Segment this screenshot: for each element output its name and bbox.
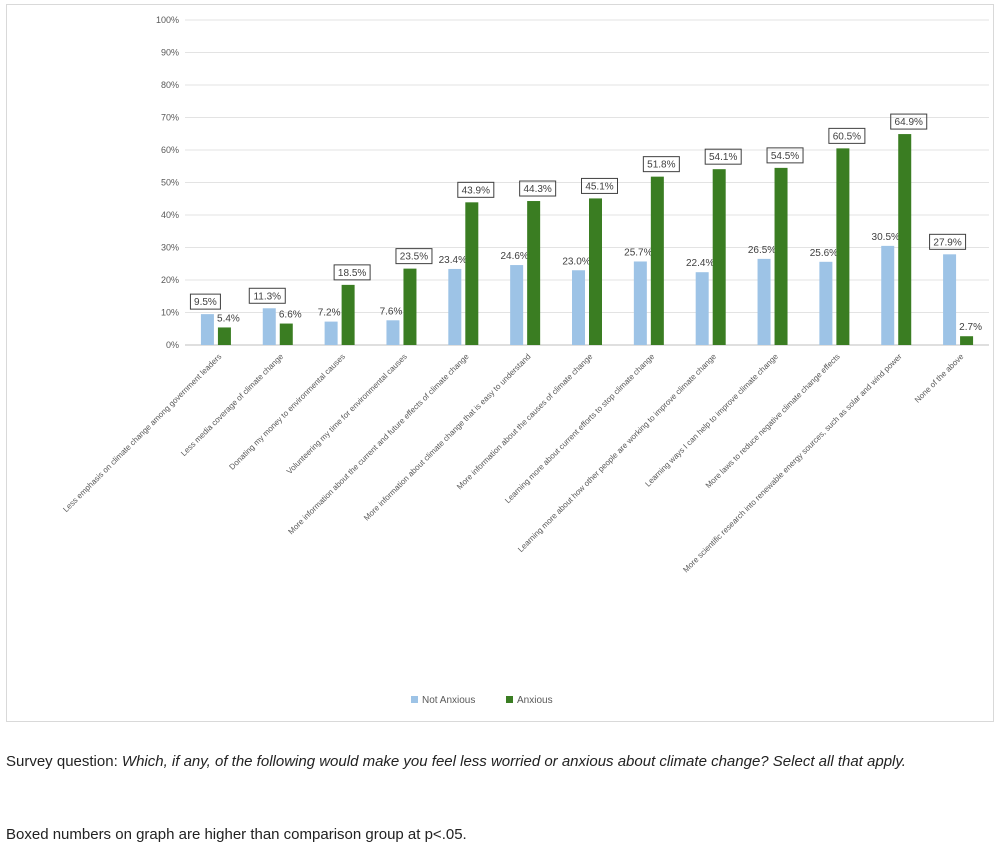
bar-anxious xyxy=(774,167,788,345)
category-label: Donating my money to environmental cause… xyxy=(227,352,347,472)
bar-anxious xyxy=(898,134,912,345)
bar-not-anxious xyxy=(943,254,957,345)
legend-swatch-anxious xyxy=(506,696,513,703)
y-tick-label: 80% xyxy=(161,80,179,90)
data-label: 44.3% xyxy=(523,184,551,195)
data-label: 27.9% xyxy=(933,237,961,248)
significance-box xyxy=(929,233,967,250)
category-label: Volunteering my time for environmental c… xyxy=(285,352,409,476)
survey-question: Survey question: Which, if any, of the f… xyxy=(6,750,906,774)
data-label: 45.1% xyxy=(585,181,613,192)
data-label: 54.1% xyxy=(709,152,737,163)
significance-box xyxy=(395,248,433,265)
bar-anxious xyxy=(589,198,602,345)
y-tick-label: 50% xyxy=(161,178,179,188)
data-label: 25.6% xyxy=(810,248,838,259)
data-label: 51.8% xyxy=(647,160,675,171)
bar-not-anxious xyxy=(324,321,338,345)
data-label: 9.5% xyxy=(194,297,217,308)
significance-box xyxy=(890,113,928,130)
survey-question-prefix: Survey question: xyxy=(6,753,122,770)
significance-box xyxy=(248,287,286,304)
data-label: 26.5% xyxy=(748,245,776,256)
bar-not-anxious xyxy=(695,272,709,345)
bar-not-anxious xyxy=(510,265,524,345)
y-tick-label: 90% xyxy=(161,48,179,58)
data-label: 64.9% xyxy=(895,117,923,128)
bar-anxious xyxy=(341,284,355,345)
bar-not-anxious xyxy=(200,314,214,345)
bar-not-anxious xyxy=(262,308,276,345)
y-tick-label: 100% xyxy=(156,15,179,25)
bar-anxious xyxy=(403,268,417,345)
data-label: 43.9% xyxy=(462,185,490,196)
bar-anxious xyxy=(836,148,850,345)
bar-not-anxious xyxy=(881,245,895,345)
legend-label: Not Anxious xyxy=(422,695,475,706)
bar-not-anxious xyxy=(386,320,400,345)
category-label: More information about the causes of cli… xyxy=(455,352,595,492)
significance-box xyxy=(642,156,680,173)
data-label: 7.6% xyxy=(380,306,403,317)
data-label: 54.5% xyxy=(771,151,799,162)
data-label: 30.5% xyxy=(872,232,900,243)
data-label: 23.0% xyxy=(562,256,590,267)
data-label: 60.5% xyxy=(833,131,861,142)
significance-box xyxy=(766,147,804,164)
bar-anxious xyxy=(527,201,541,345)
bar-anxious xyxy=(960,336,974,345)
significance-box xyxy=(704,148,742,165)
legend-label: Anxious xyxy=(517,695,553,706)
data-label: 23.4% xyxy=(439,255,467,266)
significance-box xyxy=(189,293,221,310)
bar-not-anxious xyxy=(633,261,647,345)
bar-anxious xyxy=(712,169,726,345)
bar-anxious xyxy=(465,202,479,345)
bar-not-anxious xyxy=(819,261,833,345)
category-label: Learning ways I can help to improve clim… xyxy=(643,352,780,489)
significance-box xyxy=(828,127,866,144)
data-label: 2.7% xyxy=(959,322,982,333)
category-label: More laws to reduce negative climate cha… xyxy=(704,352,842,490)
bar-not-anxious xyxy=(448,268,462,345)
y-tick-label: 60% xyxy=(161,145,179,155)
bar-anxious xyxy=(650,176,664,345)
category-label: Learning more about current efforts to s… xyxy=(503,352,656,505)
y-tick-label: 70% xyxy=(161,113,179,123)
bar-not-anxious xyxy=(572,270,585,345)
y-tick-label: 10% xyxy=(161,308,179,318)
bar-not-anxious xyxy=(757,258,771,345)
data-label: 23.5% xyxy=(400,252,428,263)
significance-box xyxy=(333,264,371,281)
category-label: Learning more about how other people are… xyxy=(516,352,718,554)
data-label: 24.6% xyxy=(500,251,528,262)
bar-anxious xyxy=(217,327,231,345)
bar-anxious xyxy=(279,323,293,345)
data-label: 25.7% xyxy=(624,247,652,258)
y-tick-label: 30% xyxy=(161,243,179,253)
data-label: 22.4% xyxy=(686,258,714,269)
data-label: 6.6% xyxy=(279,310,302,321)
chart-frame: 0% 10% 20% 30% 40% 50% 60% 70% 80% 90% 100% 9.5% 5.4… xyxy=(6,4,994,722)
significance-box xyxy=(581,177,618,194)
legend-swatch-not-anxious xyxy=(411,696,418,703)
category-label: More scientific research into renewable … xyxy=(681,352,904,575)
data-label: 7.2% xyxy=(318,308,341,319)
data-label: 11.3% xyxy=(253,291,281,302)
survey-question-text: Which, if any, of the following would ma… xyxy=(121,753,906,770)
significance-box xyxy=(457,181,495,198)
y-tick-label: 40% xyxy=(161,210,179,220)
data-label: 18.5% xyxy=(338,268,366,279)
data-label: 5.4% xyxy=(217,313,240,324)
y-tick-label: 20% xyxy=(161,275,179,285)
category-label: Less media coverage of climate change xyxy=(179,352,285,458)
category-label: None of the above xyxy=(913,352,966,405)
bar-chart: 0% 10% 20% 30% 40% 50% 60% 70% 80% 90% 100% 9.5%5.4… xyxy=(61,15,989,706)
significance-note: Boxed numbers on graph are higher than c… xyxy=(6,826,467,843)
y-tick-label: 0% xyxy=(166,340,179,350)
significance-box xyxy=(519,180,557,197)
